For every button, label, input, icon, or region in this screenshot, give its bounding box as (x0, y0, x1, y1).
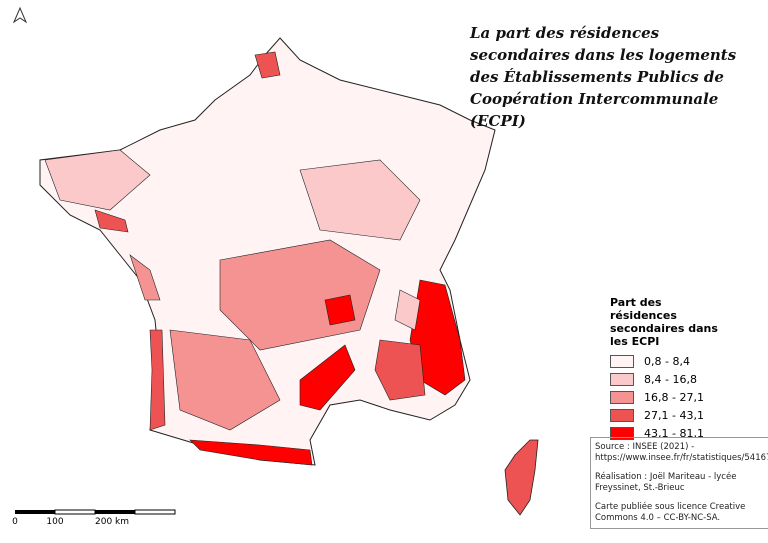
epci (189, 439, 313, 466)
legend-swatch (610, 390, 634, 404)
epci (324, 294, 356, 326)
legend-label: 43,1 - 81,1 (644, 426, 704, 440)
legend-swatch (610, 372, 634, 386)
legend-label: 8,4 - 16,8 (644, 372, 697, 386)
epci (299, 159, 421, 241)
license-text: Carte publiée sous licence Creative Comm… (595, 502, 746, 523)
legend-label: 16,8 - 27,1 (644, 390, 704, 404)
credit-text: Réalisation : Joël Mariteau - lycée Frey… (595, 472, 737, 493)
legend-swatch (610, 426, 634, 440)
legend-item: 43,1 - 81,1 (610, 424, 730, 442)
epci-areas (44, 51, 466, 466)
north-arrow (12, 6, 28, 24)
source-box: Source : INSEE (2021) - https://www.inse… (590, 437, 768, 529)
epci (394, 289, 421, 331)
legend: Part des résidences secondaires dans les… (610, 296, 730, 442)
scale-bar (54, 509, 96, 515)
epci (254, 51, 281, 79)
epci (149, 329, 166, 431)
legend-item: 16,8 - 27,1 (610, 388, 730, 406)
legend-title: Part des résidences secondaires dans les… (610, 296, 718, 348)
legend-item: 27,1 - 43,1 (610, 406, 730, 424)
legend-label: 0,8 - 8,4 (644, 354, 690, 368)
epci (129, 254, 161, 301)
source-text: Source : INSEE (2021) - https://www.inse… (595, 442, 768, 463)
epci (169, 329, 281, 431)
map-title: La part des résidences secondaires dans … (470, 24, 737, 130)
scale-bar (95, 510, 135, 514)
scale-bar (134, 509, 176, 515)
epci (299, 344, 356, 411)
legend-item: 0,8 - 8,4 (610, 352, 730, 370)
legend-items: 0,8 - 8,4 8,4 - 16,8 16,8 - 27,1 27,1 - 43,… (610, 352, 730, 442)
corsica (504, 439, 539, 516)
legend-swatch (610, 408, 634, 422)
scale-label: 200 km (95, 517, 129, 527)
scale-label: 100 (46, 517, 63, 527)
epci (44, 149, 151, 211)
legend-label: 27,1 - 43,1 (644, 408, 704, 422)
epci (94, 209, 129, 233)
scale-bar (15, 510, 55, 514)
legend-item: 8,4 - 16,8 (610, 370, 730, 388)
epci (374, 339, 426, 401)
legend-swatch (610, 354, 634, 368)
scale-label: 0 (12, 517, 18, 527)
